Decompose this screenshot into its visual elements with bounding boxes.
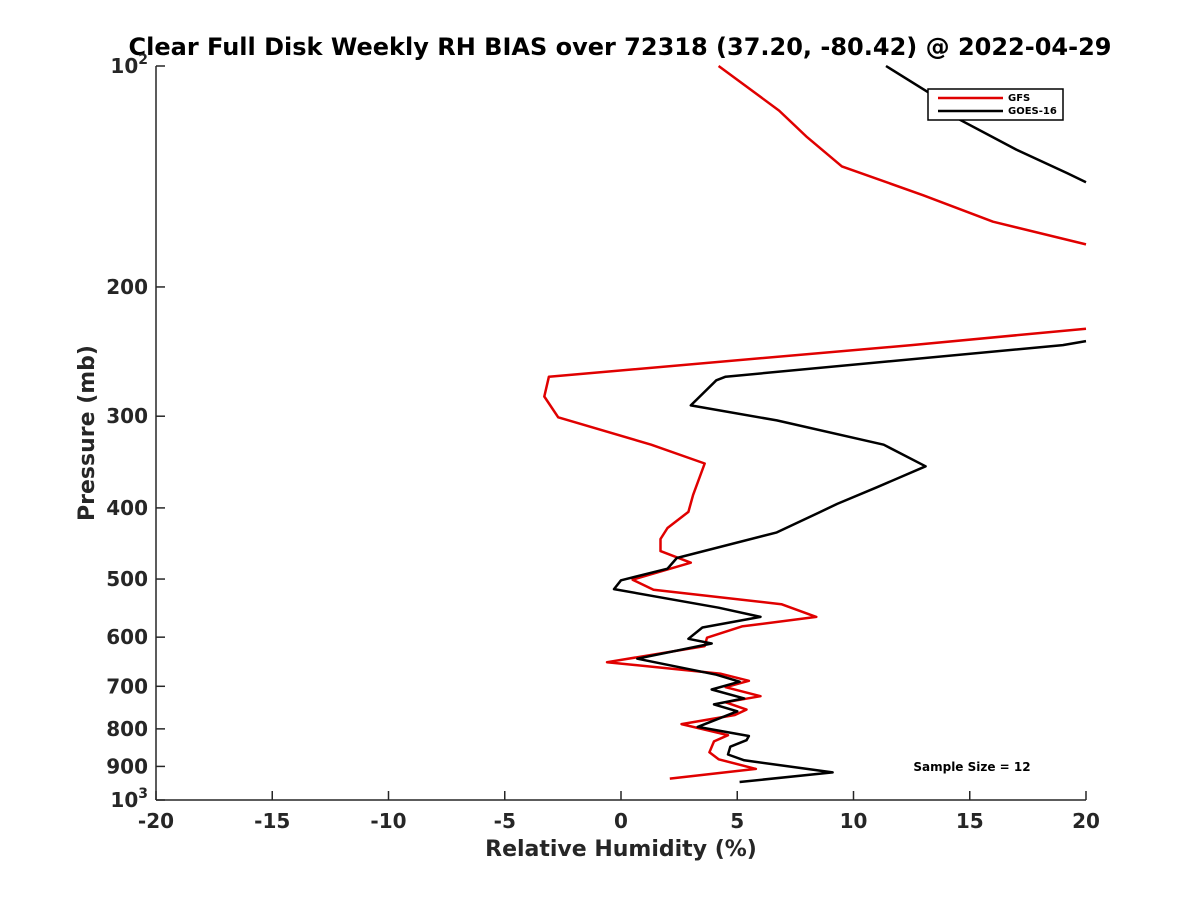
series-line-goes-16-segment-2 (612, 339, 1087, 784)
x-tick-label: 10 (840, 809, 868, 833)
x-tick-label: 0 (614, 809, 628, 833)
x-tick-label: -15 (254, 809, 290, 833)
legend-label-gfs: GFS (1008, 93, 1030, 104)
y-tick-label: 900 (106, 754, 148, 778)
x-axis-label: Relative Humidity (%) (485, 837, 757, 862)
y-axis-label: Pressure (mb) (75, 345, 100, 521)
x-tick-label: 15 (956, 809, 984, 833)
legend-label-goes-16: GOES-16 (1008, 106, 1057, 117)
series-line-gfs-segment-1 (717, 64, 1087, 246)
y-tick-label: 200 (106, 275, 148, 299)
series-line-goes-16-segment-1 (885, 64, 1087, 184)
y-tick-label: 600 (106, 625, 148, 649)
series-line-gfs-segment-2 (543, 327, 1087, 780)
legend-box (927, 88, 1064, 121)
series-layer (543, 64, 1087, 784)
chart-title: Clear Full Disk Weekly RH BIAS over 7231… (129, 33, 1112, 61)
sample-size-annotation: Sample Size = 12 (913, 760, 1030, 774)
legend: GFS GOES-16 (927, 88, 1064, 121)
y-tick-label: 400 (106, 496, 148, 520)
x-tick-label: -20 (138, 809, 174, 833)
y-tick-label: 500 (106, 567, 148, 591)
x-tick-label: 20 (1072, 809, 1100, 833)
y-tick-label: 103 (110, 786, 148, 812)
y-tick-label: 102 (110, 52, 148, 78)
y-tick-label: 800 (106, 717, 148, 741)
y-tick-label: 300 (106, 404, 148, 428)
axes: -20 -15 -10 -5 0 5 10 15 20 102 200 300 400 500 600 700… (106, 52, 1100, 833)
x-tick-label: 5 (730, 809, 744, 833)
y-tick-label: 700 (106, 674, 148, 698)
x-tick-label: -5 (494, 809, 516, 833)
x-tick-label: -10 (370, 809, 406, 833)
